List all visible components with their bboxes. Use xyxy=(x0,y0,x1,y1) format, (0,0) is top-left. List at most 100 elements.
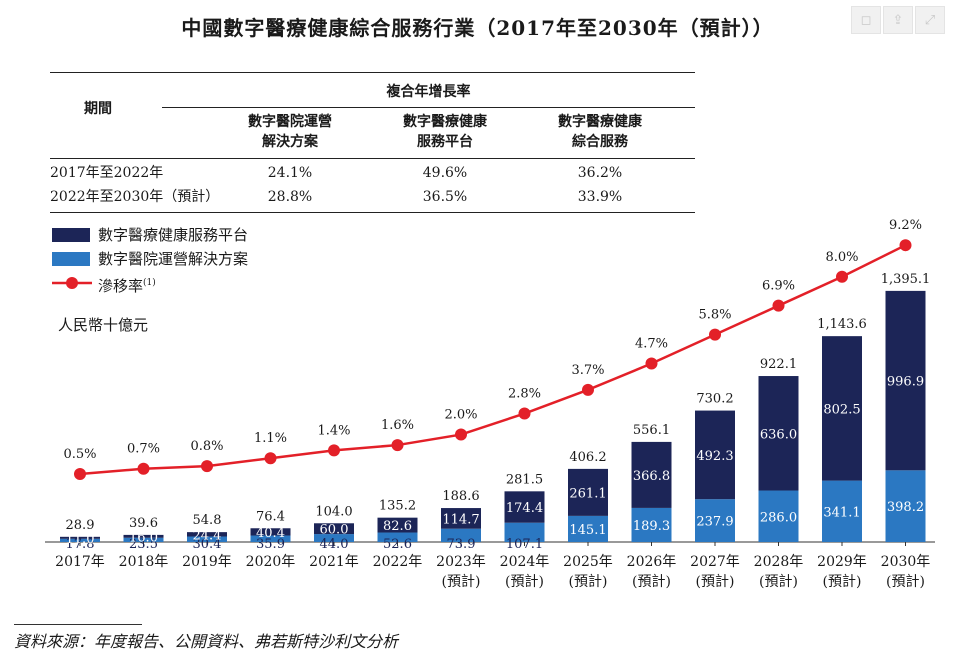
bar-value-label-bottom: 44.0 xyxy=(320,537,349,552)
bar-value-label-bottom: 398.2 xyxy=(887,500,924,515)
penetration-rate-point xyxy=(518,407,531,420)
x-tick-label: 2028年 xyxy=(754,554,804,570)
bar-value-label-top: 16.0 xyxy=(129,530,158,545)
bar-value-label-top: 82.6 xyxy=(383,519,412,534)
penetration-rate-label: 2.0% xyxy=(444,408,477,423)
bar-value-label-top: 636.0 xyxy=(760,427,797,442)
x-tick-label: (預計) xyxy=(759,574,798,590)
bar-total-label: 281.5 xyxy=(506,472,543,487)
bar-value-label-bottom: 286.0 xyxy=(760,510,797,525)
bar-segment-service-platform xyxy=(187,532,227,537)
bar-segment-hospital-ops xyxy=(504,522,545,542)
bar-segment-service-platform xyxy=(695,410,735,500)
legend-footnote: (1) xyxy=(143,278,156,288)
penetration-rate-label: 0.5% xyxy=(63,447,96,462)
bar-value-label-bottom: 145.1 xyxy=(569,523,606,538)
cagr-group-header: 複合年增長率 xyxy=(386,84,471,100)
legend-swatch xyxy=(52,252,90,266)
bar-total-label: 54.8 xyxy=(193,513,222,528)
x-tick-label: 2030年 xyxy=(881,554,931,570)
bar-value-label-top: 366.8 xyxy=(633,469,670,484)
x-tick-label: (預計) xyxy=(442,574,481,590)
legend-label-wrap: 滲移率(1) xyxy=(98,272,156,297)
source-divider xyxy=(14,624,142,625)
col-header-hospital-ops: 數字醫院運營 解決方案 xyxy=(248,114,332,150)
legend-label: 數字醫療健康服務平台 xyxy=(98,226,249,244)
row-period: 2017年至2022年 xyxy=(50,165,164,181)
penetration-rate-point xyxy=(709,328,721,341)
collapse-icon[interactable]: ◻ xyxy=(851,6,881,34)
unit-label: 人民幣十億元 xyxy=(58,316,149,334)
bar-segment-hospital-ops xyxy=(187,536,227,542)
x-tick-label: 2029年 xyxy=(817,554,867,570)
bar-segment-hospital-ops xyxy=(250,535,291,542)
x-tick-label: (預計) xyxy=(696,574,735,590)
x-tick-label: 2022年 xyxy=(373,554,423,570)
bar-total-label: 406.2 xyxy=(569,450,606,465)
penetration-rate-label: 6.9% xyxy=(762,279,795,294)
bar-value-label-top: 174.4 xyxy=(506,501,543,516)
bar-segment-service-platform xyxy=(822,336,862,481)
penetration-rate-label: 0.7% xyxy=(127,442,160,457)
share-icon[interactable]: ⇪ xyxy=(883,6,913,34)
bar-segment-hospital-ops xyxy=(441,528,481,542)
bar-segment-hospital-ops xyxy=(758,490,799,542)
bar-segment-hospital-ops xyxy=(885,470,926,542)
col-header-integrated-service: 數字醫療健康 綜合服務 xyxy=(558,114,642,150)
bar-value-label-top: 261.1 xyxy=(569,486,606,501)
penetration-rate-label: 1.4% xyxy=(317,423,350,438)
bar-segment-service-platform xyxy=(631,441,672,508)
penetration-rate-line xyxy=(79,244,907,476)
penetration-rate-label: 0.8% xyxy=(190,439,223,454)
legend-label: 數字醫院運營解決方案 xyxy=(98,250,249,268)
bar-segment-service-platform xyxy=(250,528,291,536)
bar-total-label: 1,143.6 xyxy=(817,317,867,332)
x-tick-label: 2023年 xyxy=(436,554,486,570)
bar-value-label-bottom: 341.1 xyxy=(823,505,860,520)
chart-title: 中國數字醫療健康綜合服務行業（2017年至2030年（預計）） xyxy=(181,16,774,40)
penetration-rate-point xyxy=(137,462,150,475)
penetration-rate-point xyxy=(899,239,912,252)
bar-value-label-top: 40.4 xyxy=(256,526,285,541)
legend-label: 滲移率 xyxy=(98,277,144,295)
bar-value-label-bottom: 189.3 xyxy=(633,519,670,534)
bar-value-label-top: 24.4 xyxy=(193,528,222,543)
row-value: 49.6% xyxy=(422,165,468,181)
bar-segment-service-platform xyxy=(885,290,926,471)
x-tick-label: (預計) xyxy=(632,574,671,590)
bar-value-label-bottom: 35.9 xyxy=(256,537,285,552)
bar-value-label-bottom: 17.8 xyxy=(66,537,95,552)
legend-item-hospital-ops: 數字醫院運營解決方案 xyxy=(52,248,312,270)
bar-value-label-bottom: 237.9 xyxy=(696,515,733,530)
penetration-rate-label: 2.8% xyxy=(508,387,541,402)
penetration-rate-label: 5.8% xyxy=(698,308,731,323)
bar-total-label: 39.6 xyxy=(129,516,158,531)
row-value: 28.8% xyxy=(267,189,313,205)
bar-segment-service-platform xyxy=(60,536,100,539)
x-tick-label: 2025年 xyxy=(563,554,613,570)
penetration-rate-label: 9.2% xyxy=(889,218,922,233)
penetration-rate-point xyxy=(772,299,785,312)
penetration-rate-point xyxy=(645,357,658,370)
bar-segment-hospital-ops xyxy=(123,537,164,542)
bar-segment-service-platform xyxy=(568,468,608,516)
bar-value-label-top: 60.0 xyxy=(320,523,349,538)
penetration-rate-point xyxy=(836,270,848,283)
expand-icon[interactable]: ⤢ xyxy=(915,6,945,34)
bar-total-label: 1,395.1 xyxy=(881,272,931,287)
bar-segment-hospital-ops xyxy=(377,532,418,542)
bar-value-label-top: 114.7 xyxy=(442,512,479,527)
bar-value-label-bottom: 52.6 xyxy=(383,537,412,552)
bar-segment-hospital-ops xyxy=(314,534,354,542)
x-tick-label: (預計) xyxy=(569,574,608,590)
bar-total-label: 104.0 xyxy=(315,504,352,519)
bar-segment-service-platform xyxy=(123,534,164,538)
bar-segment-service-platform xyxy=(504,491,545,523)
row-value: 33.9% xyxy=(577,189,623,205)
x-tick-label: (預計) xyxy=(886,574,925,590)
penetration-rate-point xyxy=(74,468,86,480)
row-period: 2022年至2030年（預計） xyxy=(50,189,220,205)
window-controls: ◻ ⇪ ⤢ xyxy=(851,6,945,34)
bar-total-label: 730.2 xyxy=(696,392,733,407)
